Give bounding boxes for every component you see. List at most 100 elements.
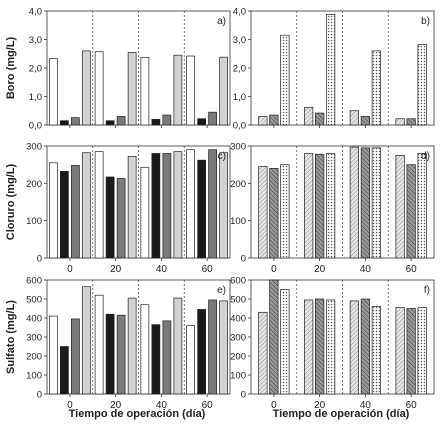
y-tick-label: 1,0 — [29, 92, 42, 103]
y-tick-label: 500 — [26, 295, 42, 306]
y-tick-label: 0,0 — [233, 121, 246, 132]
y-tick-label: 300 — [230, 333, 246, 344]
panel-label: b) — [421, 16, 430, 27]
y-tick-label: 300 — [230, 142, 246, 153]
y-tick-label: 0 — [241, 390, 246, 401]
y-tick-label: 0 — [241, 254, 246, 265]
y-tick-label: 4,0 — [233, 7, 246, 18]
bar-40-s2 — [360, 147, 370, 259]
bar-20-s1 — [94, 294, 104, 395]
y-tick-label: 400 — [26, 314, 42, 325]
y-tick-label: 0 — [37, 254, 42, 265]
bar-60-s1 — [395, 307, 405, 395]
bar-0-s1 — [258, 166, 268, 259]
x-tick-label: 40 — [156, 400, 168, 411]
bar-60-s1 — [395, 154, 405, 259]
chart-panel-4: 0 100 200 300 0 20 40 60 d) — [230, 142, 435, 275]
y-tick-label: 2,0 — [29, 64, 42, 75]
y-tick-label: 200 — [230, 352, 246, 363]
y-tick-label: 100 — [26, 371, 42, 382]
bar-0-s3 — [280, 34, 290, 126]
bar-60-s3 — [417, 153, 427, 259]
x-tick-label: 20 — [110, 264, 122, 275]
bar-20-s4 — [127, 297, 137, 395]
bar-60-s2 — [197, 118, 206, 126]
panel-label: c) — [218, 151, 226, 162]
bar-40-s2 — [151, 324, 161, 395]
x-tick-label: 60 — [406, 400, 418, 411]
x-tick-label: 0 — [67, 400, 73, 411]
bar-40-s1 — [349, 146, 359, 259]
bar-0-s2 — [60, 346, 69, 395]
panel-label: a) — [217, 16, 226, 27]
y-tick-label: 200 — [230, 179, 246, 190]
bar-60-s3 — [208, 111, 217, 126]
bar-60-s1 — [186, 149, 195, 259]
bar-20-s1 — [304, 153, 314, 259]
x-tick-label: 20 — [110, 400, 122, 411]
panel-label: e) — [217, 285, 226, 296]
bar-20-s3 — [116, 116, 126, 126]
y-tick-label: 500 — [230, 295, 246, 306]
x-tick-label: 20 — [314, 400, 326, 411]
y-tick-label: 2,0 — [233, 64, 246, 75]
bar-60-s2 — [406, 164, 416, 259]
bar-20-s4 — [127, 51, 137, 126]
bar-0-s2 — [269, 114, 279, 126]
bar-20-s1 — [94, 51, 104, 126]
bar-40-s4 — [173, 151, 183, 259]
bar-20-s2 — [315, 153, 325, 259]
bar-0-s3 — [71, 318, 80, 395]
bar-60-s3 — [208, 149, 217, 259]
y-tick-label: 1,0 — [233, 92, 246, 103]
y-axis-title: Sulfato (mg/L) — [5, 300, 17, 374]
y-axis-title: Cloruro (mg/L) — [5, 163, 17, 240]
bar-40-s2 — [360, 116, 370, 126]
y-tick-label: 0,0 — [29, 121, 42, 132]
bar-40-s3 — [162, 114, 172, 126]
bar-40-s3 — [371, 306, 381, 395]
chart-panel-3: 0 100 200 300 0 20 40 60 c) Cloruro (mg/L) — [5, 142, 231, 275]
bar-60-s3 — [417, 43, 427, 126]
bar-0-s4 — [82, 286, 91, 395]
bar-20-s1 — [304, 106, 314, 126]
bar-20-s4 — [127, 156, 137, 259]
x-axis-title-left: Tiempo de operación (día) — [69, 408, 206, 420]
bar-60-s4 — [219, 56, 228, 126]
bar-40-s1 — [140, 304, 150, 395]
bar-40-s1 — [140, 166, 150, 259]
bar-60-s1 — [395, 118, 405, 126]
panel-label: d) — [421, 151, 430, 162]
bar-40-s1 — [349, 110, 359, 126]
bar-0-s1 — [258, 116, 268, 126]
y-tick-label: 100 — [230, 216, 246, 227]
bar-0-s2 — [60, 120, 69, 126]
y-tick-label: 200 — [26, 179, 42, 190]
x-tick-label: 60 — [406, 264, 418, 275]
x-tick-label: 60 — [202, 264, 214, 275]
bar-40-s4 — [173, 297, 183, 395]
bar-20-s3 — [116, 314, 126, 395]
x-axis-title-right: Tiempo de operación (día) — [273, 408, 410, 420]
bar-20-s3 — [116, 178, 126, 259]
y-tick-label: 400 — [230, 314, 246, 325]
y-tick-label: 100 — [230, 371, 246, 382]
y-tick-label: 4,0 — [29, 7, 42, 18]
bar-0-s3 — [280, 164, 290, 259]
bar-40-s2 — [151, 118, 161, 126]
bar-60-s2 — [197, 309, 206, 395]
bar-0-s1 — [258, 311, 268, 395]
bar-20-s3 — [326, 14, 336, 126]
y-tick-label: 100 — [26, 216, 42, 227]
bar-60-s3 — [208, 299, 217, 395]
bar-60-s4 — [219, 152, 228, 259]
y-tick-label: 300 — [26, 142, 42, 153]
bar-0-s2 — [269, 279, 279, 395]
bar-40-s4 — [173, 54, 183, 126]
x-tick-label: 40 — [156, 264, 168, 275]
bar-0-s4 — [82, 152, 91, 259]
bar-0-s3 — [71, 117, 80, 126]
bar-60-s2 — [406, 118, 416, 126]
x-tick-label: 0 — [271, 400, 277, 411]
